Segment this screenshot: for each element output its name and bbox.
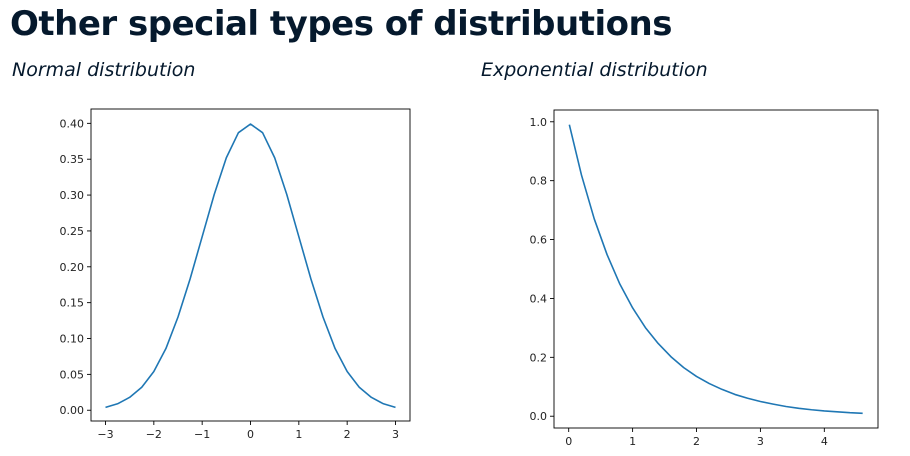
exponential-x-tick-label: 1 <box>629 435 636 448</box>
exponential-x-tick-label: 0 <box>565 435 572 448</box>
exponential-y-tick-label: 0.4 <box>530 292 548 305</box>
normal-y-tick-label: 0.15 <box>60 297 85 310</box>
exponential-y-tick-label: 0.6 <box>530 234 548 247</box>
exponential-y-tick-label: 0.2 <box>530 351 548 364</box>
normal-y-tick-label: 0.20 <box>60 261 85 274</box>
normal-x-tick-label: −3 <box>97 428 113 441</box>
normal-x-tick-label: 1 <box>295 428 302 441</box>
normal-x-tick-label: 3 <box>392 428 399 441</box>
normal-series-line-0 <box>105 123 396 409</box>
exponential-y-tick-label: 0.0 <box>530 410 548 423</box>
normal-y-tick-label: 0.10 <box>60 333 85 346</box>
normal-x-tick-label: −1 <box>194 428 210 441</box>
exponential-y-tick-label: 0.8 <box>530 175 548 188</box>
normal-x-tick-label: 0 <box>247 428 254 441</box>
normal-y-tick-label: 0.40 <box>60 117 85 130</box>
page-title: Other special types of distributions <box>10 4 672 44</box>
exponential-x-tick-label: 2 <box>693 435 700 448</box>
normal-y-tick-label: 0.05 <box>60 368 85 381</box>
normal-x-tick-label: −2 <box>146 428 162 441</box>
normal-y-tick-label: 0.35 <box>60 153 85 166</box>
exponential-series-line-0 <box>568 124 863 415</box>
normal-y-tick-label: 0.30 <box>60 189 85 202</box>
exponential-chart-subtitle: Exponential distribution <box>481 59 708 81</box>
normal-chart-subtitle: Normal distribution <box>12 59 196 81</box>
normal-x-tick-label: 2 <box>344 428 351 441</box>
normal-y-tick-label: 0.00 <box>60 404 85 417</box>
exponential-axes-frame <box>553 109 879 429</box>
exponential-x-tick-label: 4 <box>821 435 828 448</box>
normal-y-tick-label: 0.25 <box>60 225 85 238</box>
exponential-x-tick-label: 3 <box>757 435 764 448</box>
exponential-y-tick-label: 1.0 <box>530 116 548 129</box>
